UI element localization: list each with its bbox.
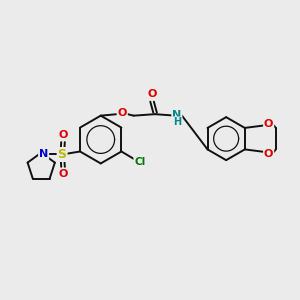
Text: Cl: Cl bbox=[134, 157, 146, 167]
Text: O: O bbox=[118, 108, 127, 118]
Text: O: O bbox=[147, 89, 157, 100]
Text: O: O bbox=[58, 130, 68, 140]
Text: N: N bbox=[172, 110, 182, 120]
Text: O: O bbox=[264, 148, 273, 159]
Text: O: O bbox=[264, 119, 273, 129]
Text: O: O bbox=[58, 169, 68, 178]
Text: N: N bbox=[39, 149, 48, 160]
Text: H: H bbox=[173, 117, 181, 127]
Text: S: S bbox=[58, 148, 67, 161]
